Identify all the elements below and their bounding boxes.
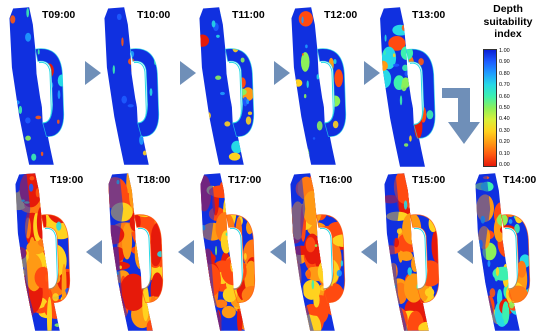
- legend-tick-label: 0.40: [499, 116, 510, 123]
- suitability-map: [15, 173, 71, 331]
- legend-tick-label: 0.50: [499, 105, 510, 111]
- panel-time-label: T10:00: [137, 9, 171, 21]
- arrow-right-icon: [180, 61, 196, 85]
- suitability-map: [104, 7, 160, 165]
- suitability-map: [200, 173, 256, 331]
- panel-time-label: T09:00: [42, 9, 76, 21]
- arrow-right-icon: [364, 61, 380, 85]
- arrow-left-icon: [457, 240, 473, 264]
- panel-time-label: T18:00: [137, 174, 171, 186]
- suitability-map: [384, 173, 440, 331]
- panel-time-label: T11:00: [232, 9, 265, 21]
- legend-title: Depth suitability index: [472, 3, 544, 41]
- suitability-map: [9, 7, 65, 165]
- legend-tick-labels: 1.00 0.90 0.80 0.70 0.60 0.50 0.40 0.30 0.20 0.10…: [499, 48, 529, 168]
- legend-tick-label: 0.10: [499, 150, 510, 157]
- legend-tick-label: 0.30: [499, 127, 510, 134]
- panel-time-label: T14:00: [503, 174, 537, 186]
- suitability-map: [475, 173, 531, 331]
- legend-tick-label: 1.00: [499, 48, 510, 54]
- legend-title-line: suitability: [483, 15, 533, 28]
- suitability-map: [108, 173, 164, 331]
- legend-tick-label: 0.90: [499, 59, 510, 66]
- legend-tick-label: 0.20: [499, 139, 510, 146]
- panel-time-label: T19:00: [50, 174, 84, 186]
- legend-tick-label: 0.60: [499, 93, 510, 100]
- panel-time-label: T15:00: [412, 174, 446, 186]
- arrow-left-icon: [86, 240, 102, 264]
- arrow-right-icon: [85, 61, 101, 85]
- panel-time-label: T12:00: [324, 9, 358, 21]
- suitability-map: [199, 7, 255, 165]
- arrow-right-icon: [274, 61, 290, 85]
- panel-time-label: T16:00: [319, 174, 353, 186]
- arrow-left-icon: [178, 240, 194, 264]
- suitability-map: [380, 7, 436, 167]
- legend-tick-label: 0.80: [499, 70, 510, 77]
- panel-time-label: T17:00: [228, 174, 262, 186]
- arrow-down-bend-icon: [442, 88, 480, 144]
- suitability-map: [290, 173, 346, 331]
- legend-title-line: Depth: [493, 3, 523, 15]
- legend-color-bar: [483, 49, 497, 167]
- legend-tick-label: 0.00: [499, 162, 510, 168]
- arrow-left-icon: [270, 240, 286, 264]
- legend-title-line: index: [494, 28, 522, 40]
- suitability-map: [291, 7, 347, 165]
- legend-tick-label: 0.70: [499, 82, 510, 89]
- panel-time-label: T13:00: [412, 9, 446, 21]
- arrow-left-icon: [361, 240, 377, 264]
